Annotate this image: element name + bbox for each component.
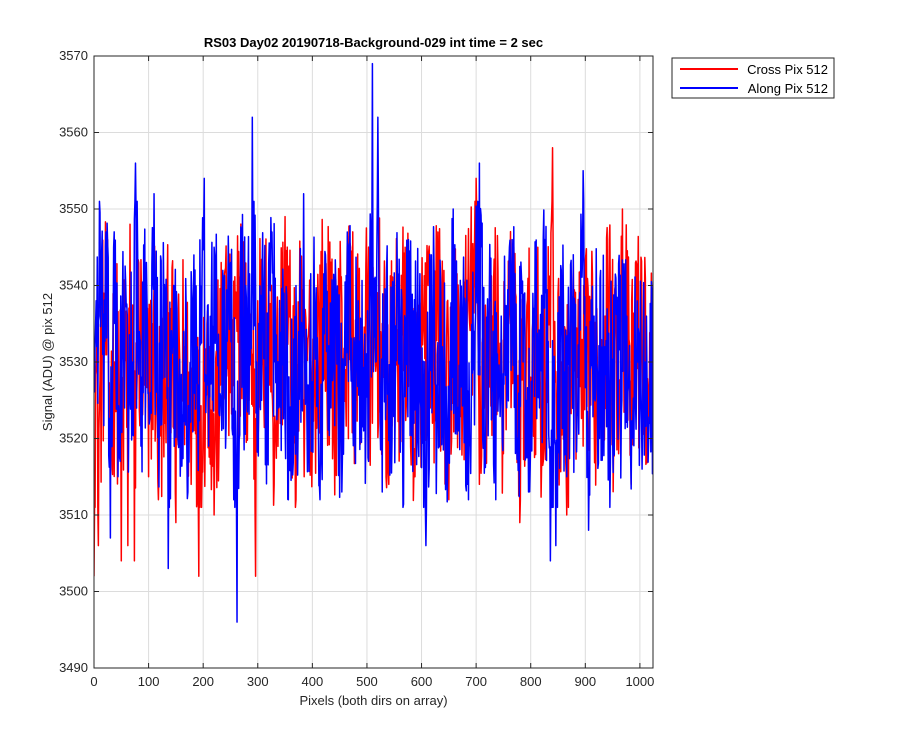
x-tick-label: 500 xyxy=(356,674,378,689)
y-tick-label: 3500 xyxy=(59,584,88,599)
series-line-along-pix-512 xyxy=(94,62,653,623)
x-axis-label: Pixels (both dirs on array) xyxy=(299,693,447,708)
x-tick-label: 100 xyxy=(138,674,160,689)
x-tick-label: 900 xyxy=(574,674,596,689)
x-axis-ticks: 0 100 200 300 400 500 600 700 800 900 1000 xyxy=(90,56,654,689)
y-axis-label: Signal (ADU) @ pix 512 xyxy=(40,293,55,431)
y-tick-label: 3550 xyxy=(59,201,88,216)
x-tick-label: 0 xyxy=(90,674,97,689)
chart-title: RS03 Day02 20190718-Background-029 int t… xyxy=(204,35,543,50)
x-tick-label: 200 xyxy=(192,674,214,689)
legend-box xyxy=(671,57,835,99)
y-tick-label: 3510 xyxy=(59,507,88,522)
x-tick-label: 600 xyxy=(411,674,433,689)
legend-label-along-pix: Along Pix 512 xyxy=(748,81,828,96)
legend: Cross Pix 512 Along Pix 512 xyxy=(671,57,835,99)
x-tick-label: 700 xyxy=(465,674,487,689)
y-tick-label: 3540 xyxy=(59,278,88,293)
y-tick-label: 3560 xyxy=(59,125,88,140)
x-tick-label: 300 xyxy=(247,674,269,689)
legend-label-cross-pix: Cross Pix 512 xyxy=(747,62,828,77)
y-axis-ticks: 3490 3500 3510 3520 3530 3540 3550 3560 3570 xyxy=(59,48,653,675)
x-tick-label: 800 xyxy=(520,674,542,689)
x-tick-label: 400 xyxy=(302,674,324,689)
y-tick-label: 3570 xyxy=(59,48,88,63)
plot-area: 0 100 200 300 400 500 600 700 800 900 1000 3490 350… xyxy=(59,48,654,689)
series-layer xyxy=(94,62,653,623)
x-tick-label: 1000 xyxy=(625,674,654,689)
y-tick-label: 3520 xyxy=(59,431,88,446)
y-tick-label: 3490 xyxy=(59,660,88,675)
y-tick-label: 3530 xyxy=(59,354,88,369)
